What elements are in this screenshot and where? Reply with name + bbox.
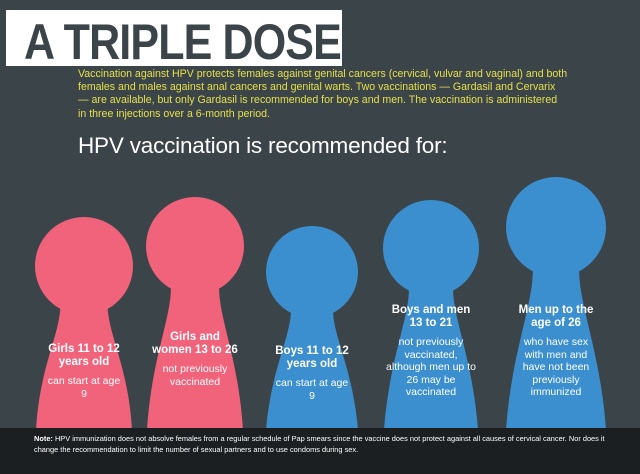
figure-girls-11-12 [35, 217, 133, 430]
figure-girls-women-13-26 [146, 197, 244, 430]
group-title: Boys and men 13 to 21 [391, 304, 471, 329]
figure-head [35, 217, 133, 315]
figure-body [147, 276, 243, 430]
note-label: Note: [34, 434, 53, 443]
figure-body [36, 296, 132, 430]
figure-boys-11-12 [266, 226, 358, 430]
note-body: HPV immunization does not absolve female… [34, 434, 605, 454]
page-title: A TRIPLE DOSE [24, 14, 342, 70]
figure-head [383, 200, 479, 296]
group-detail: can start at age 9 [47, 375, 121, 400]
title-banner: A TRIPLE DOSE [6, 10, 342, 70]
figure-body [266, 300, 358, 430]
figure-head [506, 177, 606, 277]
group-title: Girls and women 13 to 26 [152, 331, 238, 356]
section-heading: HPV vaccination is recommended for: [78, 133, 448, 158]
group-detail: who have sex with men and have not been … [522, 336, 590, 398]
figure-body [506, 258, 606, 430]
figure-boys-men-13-21 [383, 200, 479, 430]
group-girls-11-12: Girls 11 to 12 years old can start at ag… [44, 343, 124, 400]
group-detail: not previously vaccinated [162, 363, 228, 388]
group-title: Men up to the age of 26 [518, 304, 594, 329]
group-detail: not previously vaccinated, although men … [386, 336, 476, 398]
group-men-up-to-26: Men up to the age of 26 who have sex wit… [514, 304, 598, 399]
group-detail: can start at age 9 [275, 377, 349, 402]
note-bar [0, 428, 640, 474]
group-boys-men-13-21: Boys and men 13 to 21 not previously vac… [386, 304, 476, 399]
group-boys-11-12: Boys 11 to 12 years old can start at age… [272, 345, 352, 402]
group-title: Boys 11 to 12 years old [275, 345, 349, 370]
figure-head [146, 197, 244, 295]
note-text: Note: HPV immunization does not absolve … [34, 434, 614, 455]
figure-men-up-to-26 [506, 177, 606, 430]
intro-paragraph: Vaccination against HPV protects females… [78, 68, 568, 120]
group-girls-women-13-26: Girls and women 13 to 26 not previously … [152, 331, 238, 388]
figure-body [384, 278, 478, 430]
figure-head [266, 226, 358, 318]
group-title: Girls 11 to 12 years old [48, 343, 120, 368]
